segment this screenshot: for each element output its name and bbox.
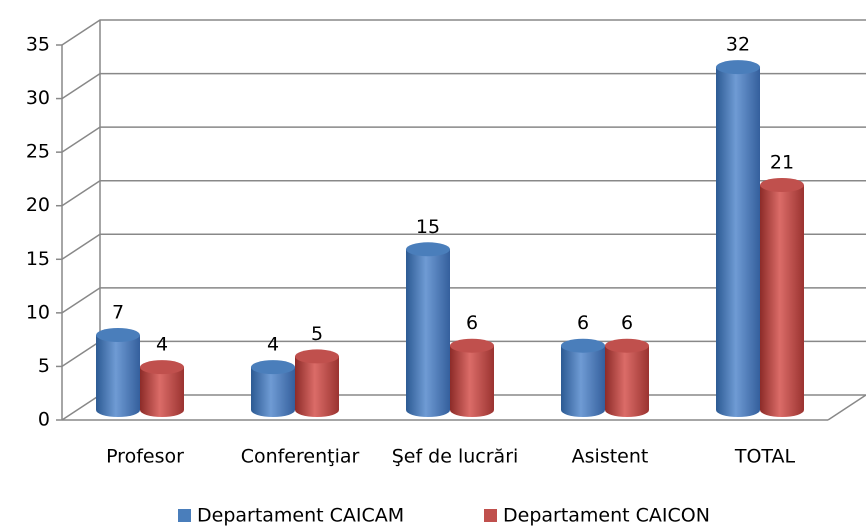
bar [450, 345, 494, 410]
floor-right [827, 394, 866, 421]
bar-top [450, 338, 494, 353]
bar-top [561, 338, 605, 353]
data-label: 15 [416, 216, 440, 238]
legend-label: Departament CAICON [503, 505, 710, 527]
legend-swatch [484, 509, 497, 522]
bar-top [140, 360, 184, 375]
bar [295, 356, 339, 410]
x-tick-label: Profesor [106, 446, 184, 468]
x-tick-label: Asistent [572, 446, 649, 468]
data-label: 6 [621, 312, 633, 334]
data-label: 6 [577, 312, 589, 334]
y-tick-label: 15 [26, 248, 50, 270]
bar [716, 67, 760, 411]
y-tick-label: 30 [26, 87, 50, 109]
y-tick-label: 10 [26, 301, 50, 323]
bar [406, 249, 450, 410]
bar [96, 335, 140, 410]
bar-top [251, 360, 295, 375]
x-tick-label: Şef de lucrări [392, 446, 519, 468]
x-tick-label: TOTAL [734, 446, 796, 468]
bar-top [760, 178, 804, 192]
bar-top [96, 328, 140, 342]
bar [561, 345, 605, 410]
y-tick-label: 0 [38, 409, 50, 431]
bar [140, 367, 184, 410]
data-label: 5 [311, 323, 323, 345]
legend-label: Departament CAICAM [197, 505, 404, 527]
grid-line [61, 126, 866, 153]
grid-line [61, 72, 866, 100]
data-label: 4 [156, 334, 168, 356]
x-tick-label: Conferenţiar [241, 446, 360, 468]
y-tick-label: 25 [26, 141, 50, 163]
grid-line [61, 19, 866, 46]
y-tick-label: 5 [38, 355, 50, 377]
data-label: 21 [770, 152, 794, 174]
bar [251, 367, 295, 410]
bar-top [605, 338, 649, 353]
legend-swatch [178, 509, 191, 522]
data-label: 32 [726, 34, 750, 56]
bar [605, 345, 649, 410]
y-tick-label: 35 [26, 34, 50, 56]
bar-top [716, 60, 760, 75]
data-label: 7 [112, 302, 124, 324]
grid-line [61, 233, 866, 260]
data-label: 4 [267, 334, 279, 356]
bar [760, 185, 804, 410]
grid-line [61, 179, 866, 207]
bar-top [406, 242, 450, 257]
data-label: 6 [466, 312, 478, 334]
y-tick-label: 20 [26, 194, 50, 216]
bar-top [295, 349, 339, 364]
grid-line [61, 287, 866, 314]
